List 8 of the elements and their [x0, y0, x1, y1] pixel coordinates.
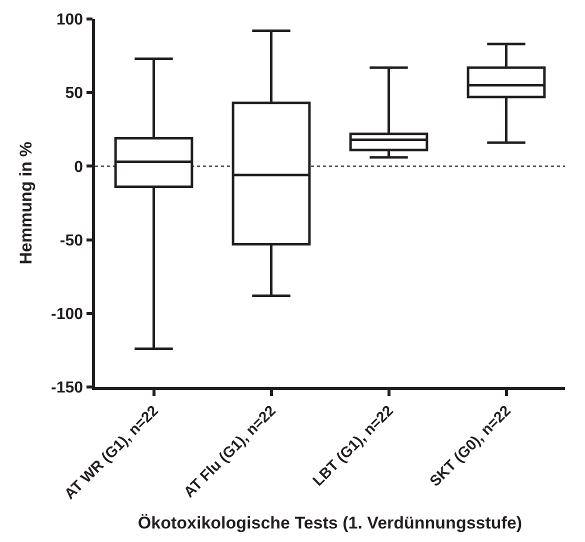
y-tick-label: 50 [65, 85, 84, 102]
y-axis-title: Hemmung in % [16, 142, 36, 264]
y-tick-label: 0 [74, 158, 84, 176]
y-tick-label: -100 [51, 306, 84, 323]
y-tick-label: 100 [56, 12, 84, 29]
y-tick-label: -150 [51, 380, 84, 397]
x-axis-title: Ökotoxikologische Tests (1. Verdünnungsstufe) [138, 513, 522, 532]
y-tick-label: -50 [60, 232, 84, 250]
